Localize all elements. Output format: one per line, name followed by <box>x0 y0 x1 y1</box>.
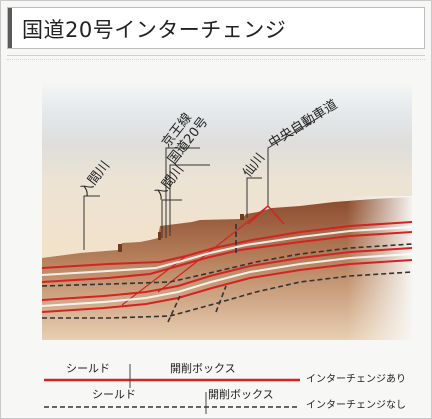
title-accent <box>8 8 12 48</box>
title-bar: 国道20号インターチェンジ <box>7 7 425 49</box>
dotted-divider <box>7 59 425 60</box>
tunnel-without-ic <box>41 224 413 323</box>
legend: シールド 開削ボックス インターチェンジあり シールド 開削ボックス インターチ… <box>44 361 406 414</box>
legend-box-2: 開削ボックス <box>208 387 274 401</box>
tunnel-highlight <box>41 226 413 307</box>
tunnel-with-ic <box>41 204 413 313</box>
page-title: 国道20号インターチェンジ <box>22 18 287 42</box>
legend-shield-2: シールド <box>92 388 136 401</box>
legend-box-1: 開削ボックス <box>170 361 236 375</box>
river-markers <box>118 214 244 252</box>
title-divider <box>7 55 425 56</box>
leader-lines <box>83 117 319 250</box>
legend-note-with-ic: インターチェンジあり <box>306 373 406 385</box>
legend-note-without-ic: インターチェンジなし <box>306 399 406 411</box>
legend-shield-1: シールド <box>66 362 110 375</box>
